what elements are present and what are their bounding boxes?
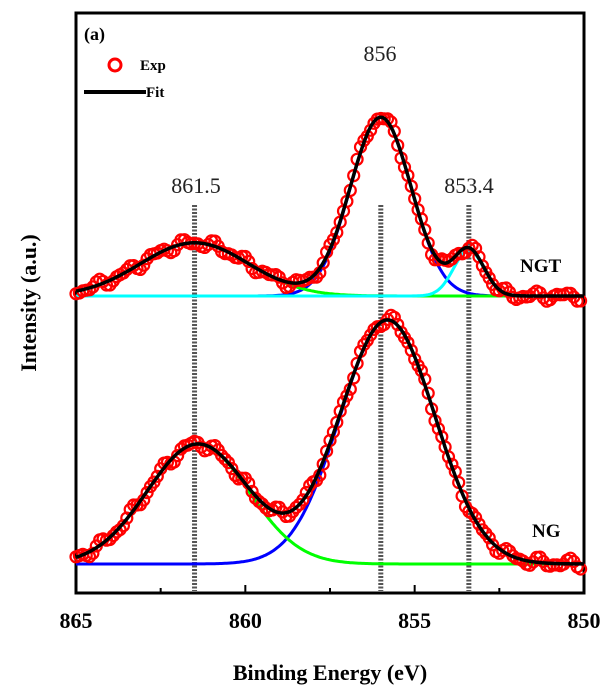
- x-tick-label: 855: [398, 608, 431, 633]
- fit-line-NGT: [75, 115, 584, 298]
- peak-label-861-5: 861.5: [171, 173, 221, 198]
- exp-point: [116, 266, 131, 280]
- exp-point: [563, 286, 578, 300]
- exp-point: [218, 452, 232, 466]
- sample-label-ngt: NGT: [520, 256, 562, 277]
- exp-point: [296, 493, 310, 507]
- legend-exp-marker: [107, 57, 123, 73]
- legend-exp-label: Exp: [140, 58, 166, 74]
- x-tick-label: 865: [60, 608, 93, 633]
- legend: Exp Fit: [84, 57, 166, 101]
- exp-point: [215, 448, 229, 462]
- exp-point: [245, 484, 259, 499]
- exp-point: [391, 318, 405, 332]
- legend-fit-label: Fit: [146, 85, 164, 101]
- exp-point: [150, 469, 164, 483]
- x-tick-label: 850: [568, 608, 601, 633]
- exp-point: [289, 500, 303, 514]
- experimental-points: [69, 111, 588, 576]
- exp-point: [475, 523, 489, 537]
- exp-point: [225, 462, 239, 476]
- x-tick-label: 860: [229, 608, 262, 633]
- y-axis-title: Intensity (a.u.): [16, 234, 41, 372]
- x-ticks: 865 860 855 850: [60, 585, 601, 633]
- exp-point: [475, 259, 489, 273]
- peak-marker-lines: [192, 205, 472, 591]
- sample-label-ng: NG: [532, 521, 561, 542]
- exp-point: [171, 449, 185, 463]
- panel-label: (a): [84, 24, 105, 45]
- exp-point: [116, 519, 131, 533]
- exp-point: [198, 240, 212, 254]
- exp-point: [486, 538, 500, 552]
- component-peak-856: [76, 115, 584, 298]
- exp-point: [482, 271, 496, 285]
- fit-line-NG: [75, 318, 585, 566]
- x-axis-title: Binding Energy (eV): [233, 660, 427, 685]
- exp-point: [174, 442, 188, 456]
- fit-components: [75, 115, 585, 566]
- exp-point: [401, 336, 415, 350]
- peak-label-853-4: 853.4: [444, 173, 494, 198]
- fit-lines: [75, 115, 585, 566]
- exp-point: [482, 531, 496, 545]
- peak-label-856: 856: [364, 41, 397, 66]
